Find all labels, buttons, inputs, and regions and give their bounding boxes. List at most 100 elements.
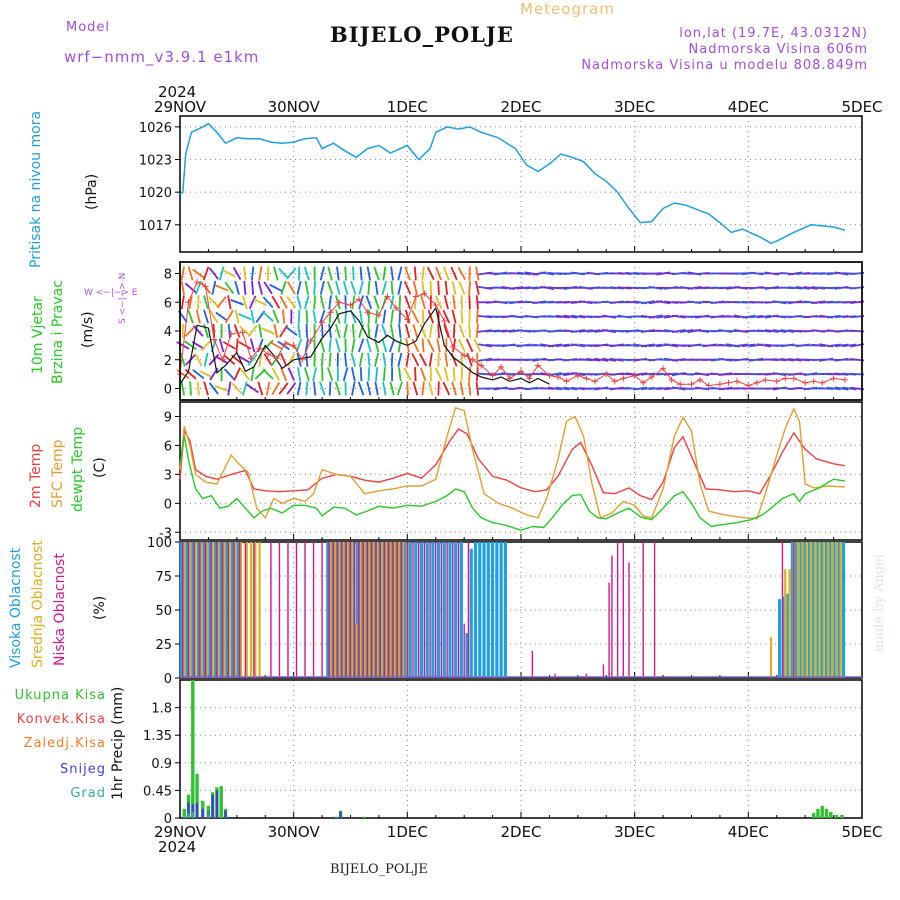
wind-arrow [184,368,197,380]
wind-arrow [238,341,252,350]
cloud-mid-bar [809,542,812,678]
wind-arrow [664,343,679,348]
wind-arrow [304,280,309,295]
wind-arrow [199,370,213,378]
cloud-mid-bar [831,542,834,678]
wind-arrow [374,352,380,367]
y-tick-label: 1026 [139,121,172,136]
cloud-mid-bar [346,542,349,678]
wind-arrow [357,381,365,396]
cloud-low-bar [270,542,272,678]
wind-arrow [450,266,458,281]
cloud-high-bar [408,542,412,678]
cloud-mid-bar [393,542,396,678]
date-label-bottom: 29NOV [154,823,207,841]
wind-arrow [286,267,297,280]
cloud-low-bar [463,623,465,678]
wind-arrow [278,382,289,395]
wind-arrow [382,367,386,382]
wind-arrow [428,323,433,339]
wind-arrow [280,352,288,367]
wind-arrow [297,309,301,324]
wind-arrow [203,381,209,396]
wind-arrow [344,266,347,281]
cloud-low-bar [642,542,644,678]
wind-arrow [303,367,310,382]
cloud-high-bar [837,542,841,678]
wind-arrow [397,338,402,353]
wind-arrow [350,280,357,295]
wind-arrow [390,352,394,367]
wind-arrow [180,266,186,281]
wind-arrow [437,323,440,339]
wind-arrow [184,340,197,351]
y-tick-label: 0 [164,497,172,512]
wind-arrow [296,295,302,310]
cloud-low-bar [412,542,414,678]
cloud-low-bar [371,542,373,678]
wind-arrow [437,352,440,367]
cloud-high-bar [782,596,786,678]
wind-arrow [396,381,403,396]
wind-arrow [342,367,349,382]
date-label-top: 5DEC [841,98,882,116]
wind-arrow [227,323,231,339]
cloud-low-bar [362,542,364,678]
cloud-mid-bar [389,542,392,678]
wind-arrow [397,352,403,367]
wind-arrow [411,338,420,353]
wind-arrow [328,323,332,339]
cloud-low-bar [295,542,298,678]
panel-frame [179,115,863,253]
precip-snow-bar [211,794,214,818]
precip-snow-bar [191,804,194,818]
cloud-low-bar [278,542,281,678]
wind-arrow [258,323,263,339]
cloud-low-bar [328,542,330,678]
wind-arrow [382,266,387,281]
cloud-mid-bar [818,542,821,678]
cloud-high-bar [394,542,398,678]
cloud-high-bar [185,542,189,678]
wind-arrow [412,280,418,295]
wind-arrow [230,298,244,306]
wind-arrow [326,367,334,382]
cloud-low-bar [406,542,409,678]
panel-frame [179,261,863,401]
cloud-high-bar [448,542,452,678]
precip-total-bar [824,808,829,818]
wind-arrow [180,295,185,310]
cloud-high-bar [360,542,364,678]
cloud-high-bar [803,542,807,678]
date-label-top: 1DEC [387,98,428,116]
wind-arrow [780,357,795,362]
wind-arrow [233,367,241,381]
wind-arrow [671,386,686,391]
cloud-high-bar [213,542,218,678]
cloud-low-bar [287,542,289,678]
wind-arrow [261,327,275,335]
wind-arrow [367,352,371,367]
wind-arrow [420,295,426,310]
precip-grad-bar [335,816,338,818]
cloud-low-bar [781,542,784,678]
cloud-high-bar [499,542,503,678]
wind-arrow [203,324,210,338]
wind-arrow [473,338,482,353]
wind-arrow [263,353,273,367]
wind-arrow [305,352,309,367]
date-label-bottom: 3DEC [614,823,655,841]
legend-frozen: Zaledj.Kisa [23,736,106,751]
wind-arrow [234,309,240,324]
cloud-high-bar [829,542,833,678]
wind-arrow [788,271,803,276]
y-tick-label: 0.45 [143,784,172,799]
station-title: BIJELO_POLJE [330,22,514,47]
wind-arrow [578,329,593,333]
wind-arrow [193,325,204,337]
wind-arrow [540,271,555,276]
wind-gust-line [179,281,845,387]
wind-arrow [223,368,235,380]
wind-arrow [468,367,472,382]
wind-arrow [555,314,570,319]
